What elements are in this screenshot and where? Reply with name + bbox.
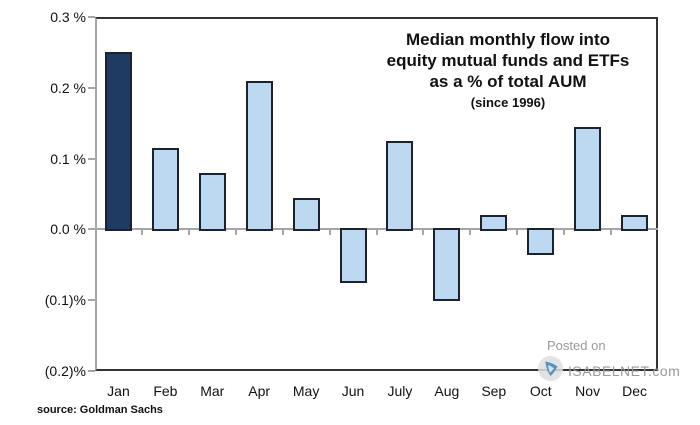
bar-aug — [433, 228, 461, 302]
watermark-site-name: ISABELNET.com — [568, 363, 681, 379]
bar-mar — [198, 172, 226, 232]
y-axis-label-0.3: 0.3 % — [50, 9, 86, 25]
x-axis-label-apr: Apr — [248, 383, 271, 399]
y-tick — [88, 370, 95, 372]
x-axis-label-dec: Dec — [622, 383, 647, 399]
x-tick — [610, 230, 613, 236]
bar-feb — [151, 147, 179, 232]
x-tick — [281, 230, 284, 236]
bar-sep — [480, 215, 508, 232]
x-axis-label-jan: Jan — [107, 383, 130, 399]
x-tick — [234, 230, 237, 236]
plot-area — [95, 17, 658, 371]
x-axis-label-nov: Nov — [575, 383, 601, 399]
x-axis-label-sep: Sep — [481, 383, 507, 399]
watermark: Posted on ISABELNET.com — [537, 338, 697, 387]
x-axis-label-feb: Feb — [153, 383, 178, 399]
y-axis-label-0.1: 0.1 % — [50, 150, 86, 167]
zero-axis-line — [88, 228, 658, 230]
x-axis-label-mar: Mar — [200, 383, 225, 399]
bar-jan — [104, 52, 132, 232]
bar-jun — [339, 228, 367, 284]
y-tick — [88, 299, 95, 302]
chart-title-line-1: Median monthly flow into — [406, 30, 610, 49]
y-axis-label--0.2: (0.2)% — [44, 363, 86, 379]
y-axis-label--0.1: (0.1)% — [44, 292, 86, 309]
isabelnet-swirl-logo-icon — [537, 355, 564, 387]
y-tick — [88, 228, 95, 231]
bar-apr — [245, 80, 273, 232]
x-tick — [187, 230, 190, 236]
x-tick — [563, 230, 566, 236]
bar-july — [386, 140, 414, 232]
x-axis-label-oct: Oct — [529, 383, 552, 399]
x-axis-label-may: May — [292, 383, 320, 399]
x-tick — [140, 230, 143, 236]
watermark-posted-on: Posted on — [547, 338, 606, 353]
chart-title-line-2: equity mutual funds and ETFs — [386, 51, 630, 70]
chart-title-line-3: as a % of total AUM — [429, 72, 587, 91]
bar-nov — [574, 126, 602, 232]
x-tick — [516, 230, 519, 236]
chart-subtitle: (since 1996) — [470, 95, 546, 110]
x-axis-label-july: July — [387, 383, 413, 399]
x-axis-label-jun: Jun — [341, 383, 365, 399]
x-tick — [375, 230, 378, 236]
y-tick — [88, 157, 95, 160]
x-tick — [422, 230, 425, 236]
y-axis-label-0: 0.0 % — [50, 221, 86, 238]
y-tick — [88, 86, 95, 89]
bar-dec — [621, 215, 649, 232]
source-note: source: Goldman Sachs — [37, 404, 163, 416]
y-tick — [88, 16, 95, 18]
x-axis-label-aug: Aug — [434, 383, 460, 399]
x-tick — [328, 230, 331, 236]
bar-oct — [527, 228, 555, 256]
y-axis-label-0.2: 0.2 % — [50, 79, 86, 96]
x-tick — [469, 230, 472, 236]
bar-may — [292, 197, 320, 232]
chart-title: Median monthly flow into equity mutual f… — [347, 29, 669, 111]
